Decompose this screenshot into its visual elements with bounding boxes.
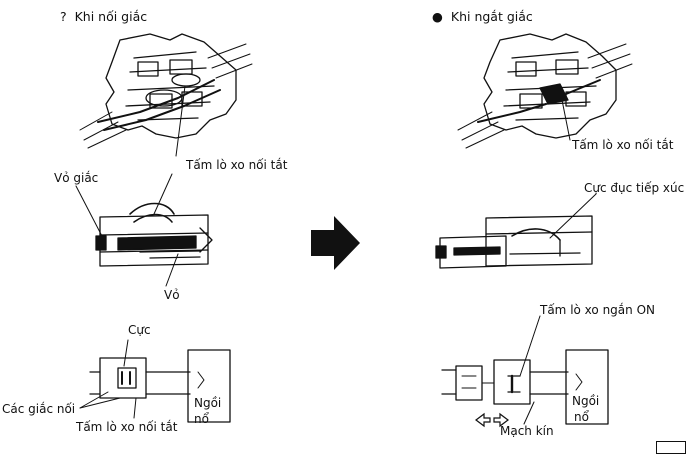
right-title: Khi ngắt giắc xyxy=(450,9,533,24)
left-label-ecu-line2: nổ xyxy=(194,412,209,426)
left-schematic xyxy=(89,349,231,423)
right-connector-section xyxy=(435,215,593,269)
left-label-terminal: Cực xyxy=(128,323,151,337)
right-header: ● Khi ngắt giắc xyxy=(432,10,533,24)
right-schematic xyxy=(441,349,609,425)
left-header: ? Khi nối giắc xyxy=(60,10,147,24)
left-label-spring-top: Tấm lò xo nối tắt xyxy=(186,158,288,172)
right-bullet-icon: ● xyxy=(432,9,443,24)
left-label-connectors: Các giắc nối xyxy=(2,402,76,416)
right-label-ecu-line1: Ngồi xyxy=(572,394,600,408)
left-label-housing: Vỏ giắc xyxy=(54,171,99,185)
left-title: Khi nối giắc xyxy=(74,9,148,24)
left-connector-section xyxy=(95,202,213,267)
left-engine-connector-sketch xyxy=(79,33,253,149)
left-label-spring-bottom: Tấm lò xo nối tắt xyxy=(76,420,178,434)
right-label-ecu-line2: nổ xyxy=(574,410,589,424)
right-label-spring-top: Tấm lò xo nối tắt xyxy=(572,138,674,152)
right-arrow-icon xyxy=(311,216,360,270)
left-right-arrows-icon xyxy=(475,412,509,428)
right-label-contact: Cực đục tiếp xúc xyxy=(584,181,685,195)
left-label-shell: Vỏ xyxy=(164,288,180,302)
page-badge-icon xyxy=(656,441,686,454)
left-bullet: ? xyxy=(60,9,67,24)
right-label-spring-on: Tấm lò xo ngắn ON xyxy=(540,303,655,317)
right-label-closed-circuit: Mạch kín xyxy=(500,424,554,438)
right-engine-connector-sketch xyxy=(457,33,633,149)
left-label-ecu-line1: Ngồi xyxy=(194,396,222,410)
